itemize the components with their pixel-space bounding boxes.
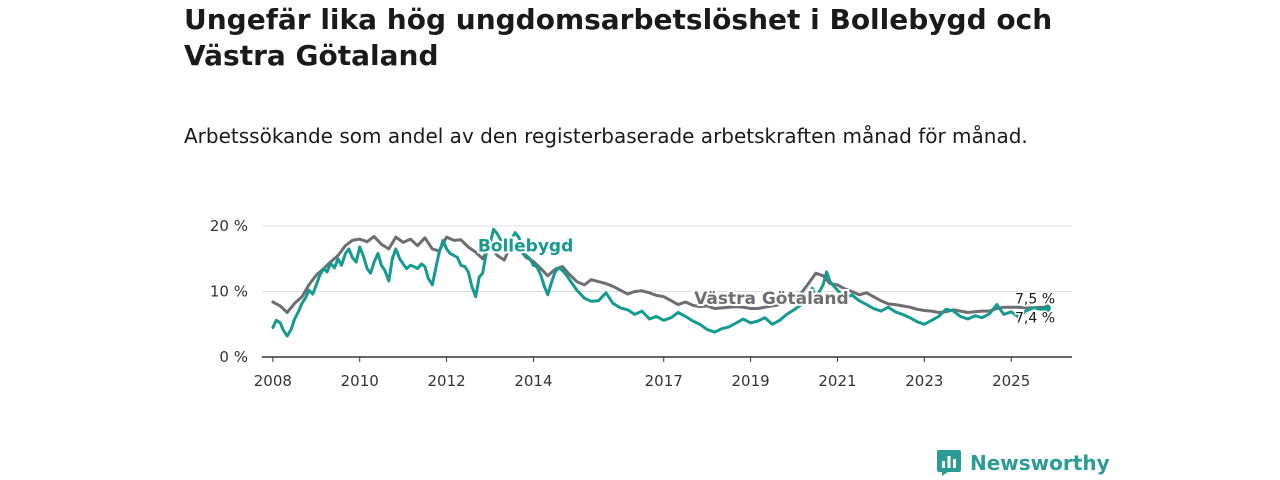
axis-layer: 0 % 10 % 20 % 2008 2010 2012 2014 2017 2019 2021 2… [210, 217, 1072, 390]
x-tick-label: 2008 [254, 372, 292, 390]
label-layer: Västra Götaland Bollebygd 7,5 % 7,4 % [476, 235, 1057, 329]
brand-name: Newsworthy [970, 451, 1110, 475]
x-tick-label: 2023 [905, 372, 943, 390]
grid-layer [262, 225, 1072, 292]
chart-title: Ungefär lika hög ungdomsarbetslöshet i B… [184, 3, 1053, 72]
end-value-label-bollebygd: 7,4 % [1015, 311, 1055, 327]
newsworthy-logo-icon [937, 450, 961, 476]
x-tick-label: 2014 [514, 372, 552, 390]
series-line-vastra-gotaland [271, 235, 1049, 314]
x-tick-label: 2019 [732, 372, 770, 390]
y-tick-label: 10 % [210, 283, 248, 301]
x-tick-label: 2021 [818, 372, 856, 390]
x-tick-label: 2025 [992, 372, 1030, 390]
series-label-vastra-gotaland: Västra Götaland [694, 289, 849, 309]
y-tick-label: 20 % [210, 217, 248, 235]
end-value-label-vastra-gotaland: 7,5 % [1015, 292, 1055, 308]
x-tick-label: 2017 [645, 372, 683, 390]
y-tick-label: 0 % [219, 348, 248, 366]
chart-subtitle: Arbetssökande som andel av den registerb… [184, 124, 1028, 148]
series-layer [271, 227, 1051, 338]
series-label-bollebygd: Bollebygd [478, 237, 573, 257]
newsworthy-brand[interactable]: Newsworthy [936, 448, 1110, 478]
series-end-point-bollebygd [1043, 305, 1051, 313]
x-tick-label: 2010 [341, 372, 379, 390]
x-tick-label: 2012 [427, 372, 465, 390]
series-line-bollebygd [271, 227, 1049, 338]
